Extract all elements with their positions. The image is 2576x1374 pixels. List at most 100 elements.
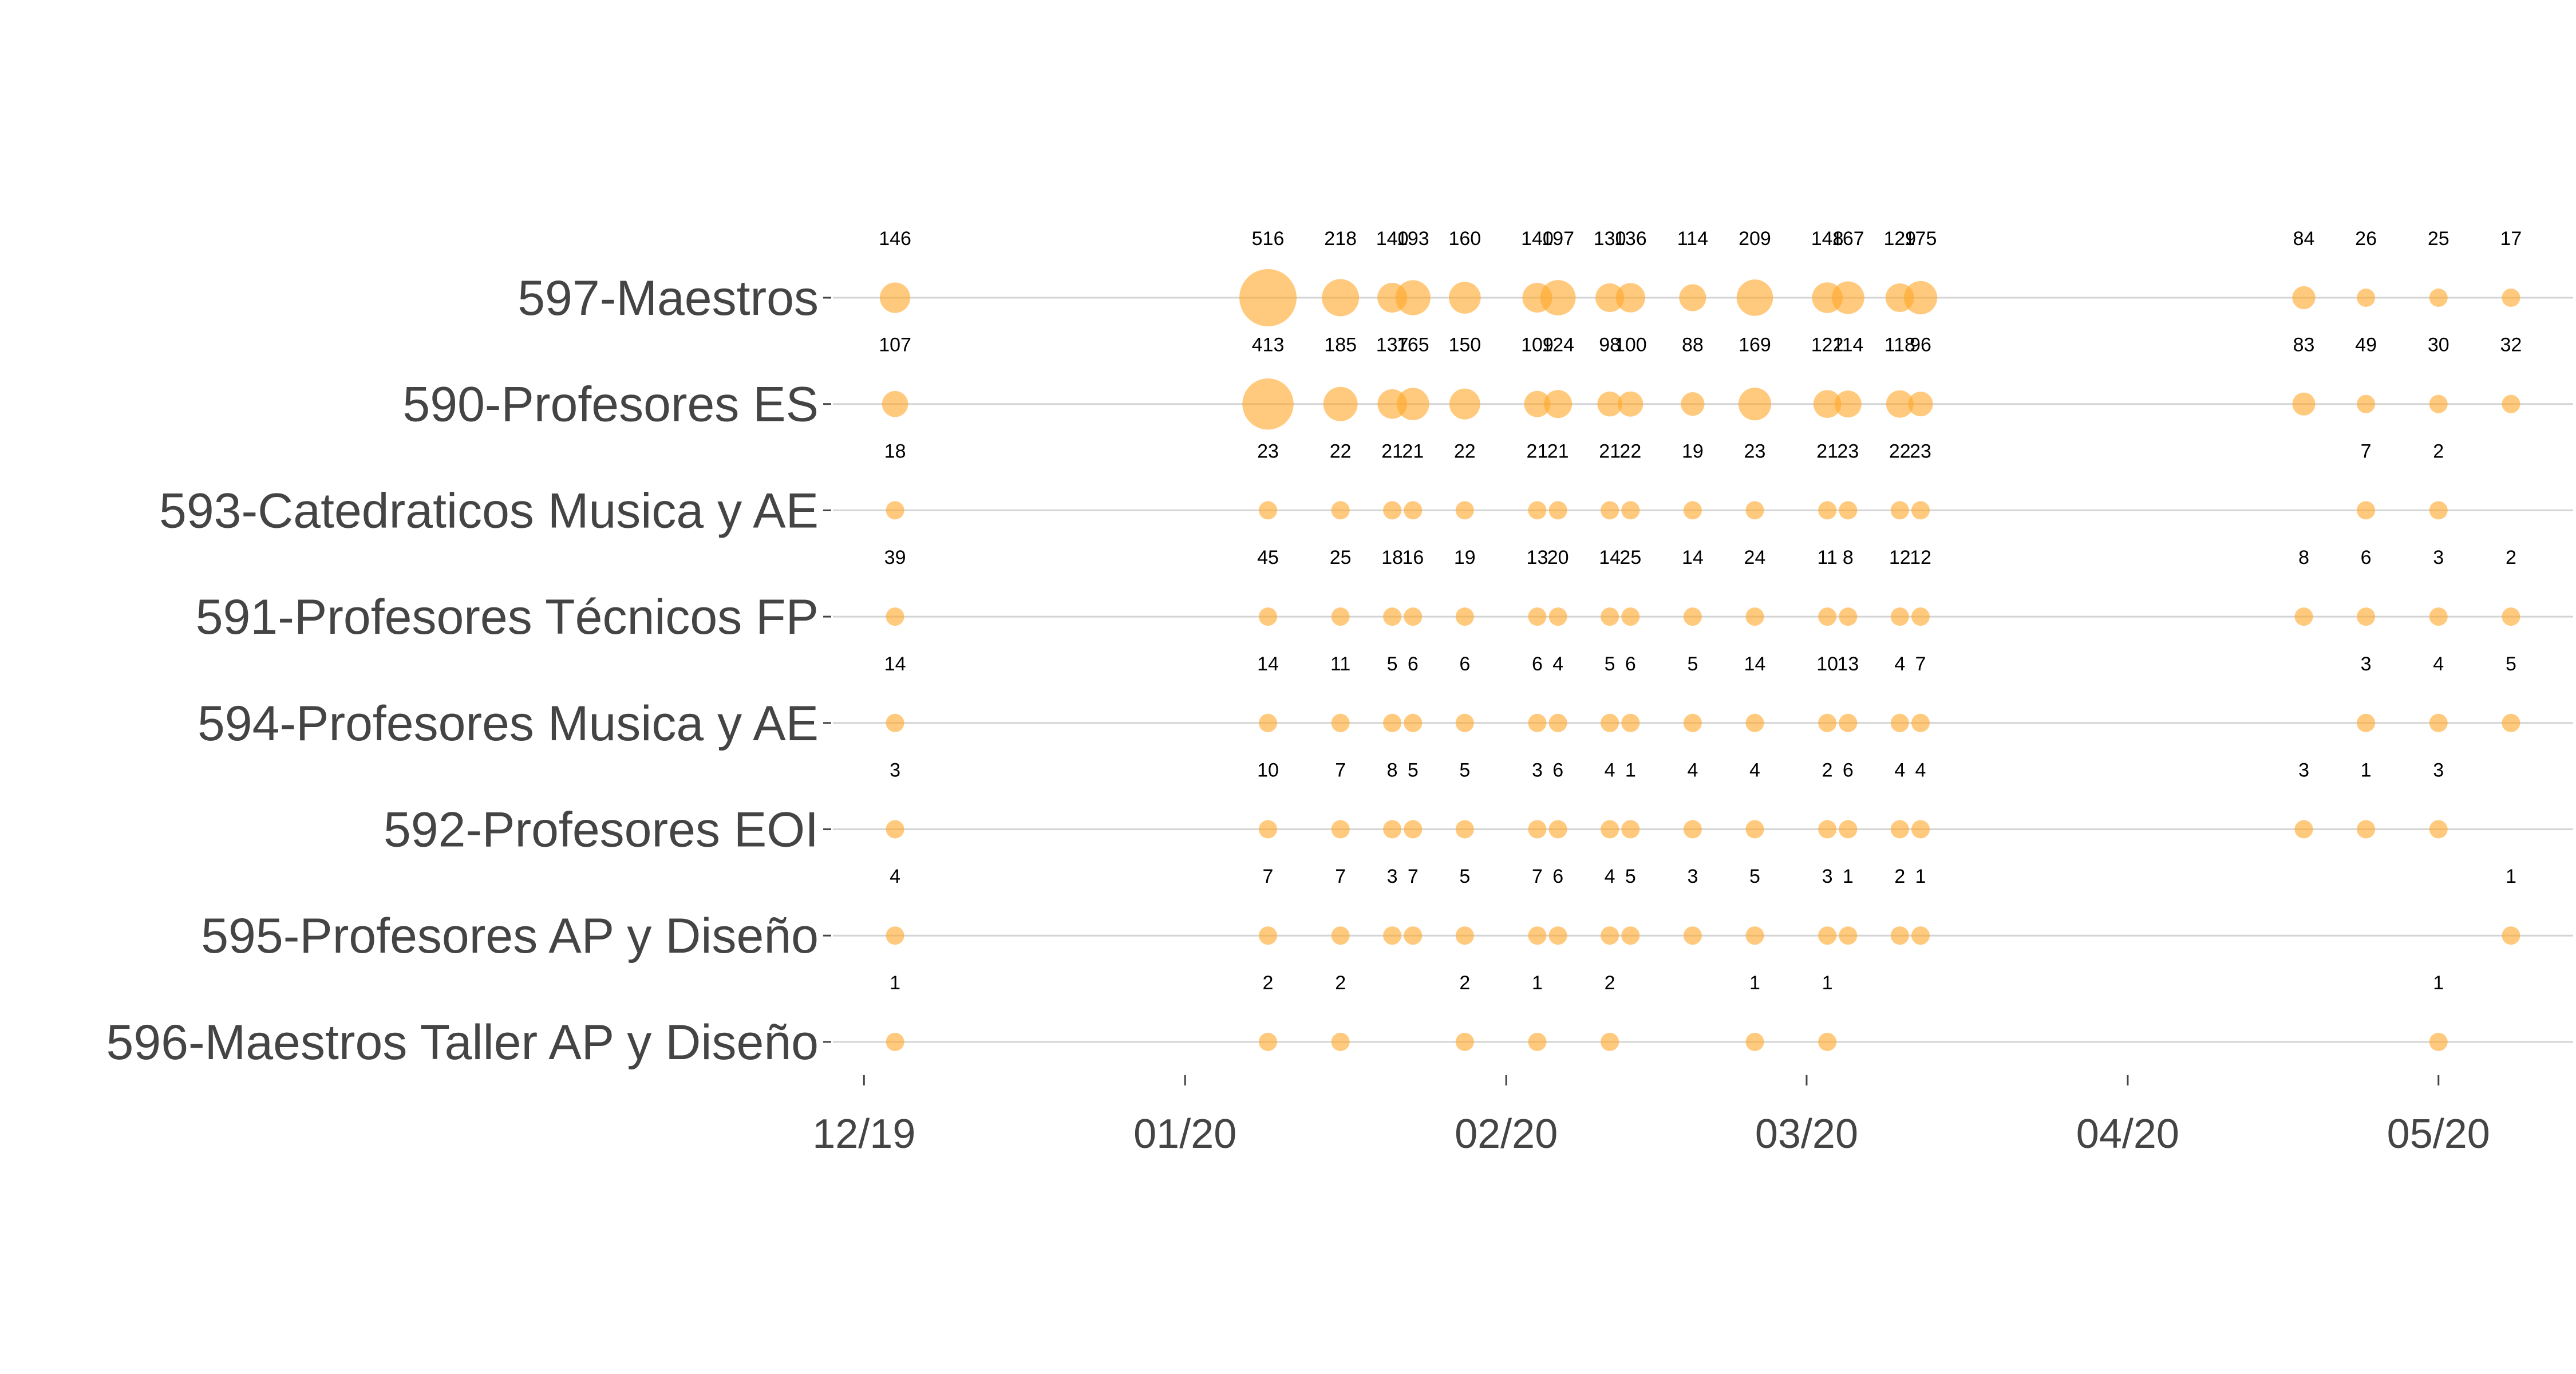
point-591-profesores-tecnicos-fp-2019-12-04 (886, 607, 904, 626)
data-label-592-profesores-eoi-2019-12-04: 3 (890, 760, 900, 781)
point-592-profesores-eoi-2020-04-24 (2357, 820, 2376, 839)
data-label-592-profesores-eoi-2020-04-18: 3 (2298, 760, 2309, 781)
data-label-594-profesores-musica-y-ae-2020-05-01: 4 (2433, 653, 2444, 675)
data-label-597-maestros-2020-02-13: 136 (1614, 228, 1647, 250)
point-591-profesores-tecnicos-fp-2020-04-24 (2357, 607, 2376, 626)
data-label-596-maestros-taller-ap-y-diseno-2020-05-01: 1 (2433, 972, 2444, 994)
point-593-catedraticos-musica-y-ae-2020-02-13 (1621, 501, 1640, 520)
point-592-profesores-eoi-2020-03-05 (1839, 820, 1858, 839)
x-tick-label-12-19: 12/19 (812, 1111, 915, 1157)
point-593-catedraticos-musica-y-ae-2020-02-25 (1745, 501, 1764, 520)
data-label-591-profesores-tecnicos-fp-2020-01-09: 45 (1257, 547, 1279, 568)
point-595-profesores-ap-y-diseno-2020-01-21 (1383, 926, 1402, 945)
point-595-profesores-ap-y-diseno-2020-03-05 (1839, 926, 1858, 945)
data-label-596-maestros-taller-ap-y-diseno-2019-12-04: 1 (890, 972, 900, 994)
x-tick-label-03-20: 03/20 (1755, 1111, 1858, 1157)
point-592-profesores-eoi-2020-02-13 (1621, 820, 1640, 839)
data-label-594-profesores-musica-y-ae-2020-05-08: 5 (2506, 653, 2516, 675)
point-591-profesores-tecnicos-fp-2020-03-12 (1911, 607, 1930, 626)
data-label-592-profesores-eoi-2020-03-10: 4 (1894, 760, 1905, 781)
x-tick-label-02-20: 02/20 (1455, 1111, 1558, 1157)
point-596-maestros-taller-ap-y-diseno-2019-12-04 (886, 1032, 904, 1051)
y-label-595-profesores-ap-y-diseno: 595-Profesores AP y Diseño (201, 909, 819, 964)
data-label-590-profesores-es-2020-01-28: 150 (1448, 334, 1481, 356)
data-label-590-profesores-es-2020-02-25: 169 (1739, 334, 1771, 356)
point-591-profesores-tecnicos-fp-2020-03-10 (1890, 607, 1909, 626)
data-label-597-maestros-2020-01-23: 193 (1397, 228, 1429, 250)
data-label-594-profesores-musica-y-ae-2020-03-03: 10 (1816, 653, 1838, 675)
data-label-592-profesores-eoi-2020-03-03: 2 (1822, 760, 1833, 781)
data-label-591-profesores-tecnicos-fp-2020-03-10: 12 (1889, 547, 1911, 568)
point-597-maestros-2019-12-04 (879, 282, 911, 313)
data-label-590-profesores-es-2020-02-04: 109 (1521, 334, 1554, 356)
x-tick-label-01-20: 01/20 (1133, 1111, 1236, 1157)
point-590-profesores-es-2020-01-23 (1397, 388, 1429, 420)
data-label-592-profesores-eoi-2020-05-01: 3 (2433, 760, 2444, 781)
point-590-profesores-es-2019-12-04 (882, 390, 908, 417)
data-label-591-profesores-tecnicos-fp-2020-05-01: 3 (2433, 547, 2444, 568)
data-label-594-profesores-musica-y-ae-2020-01-23: 6 (1408, 653, 1419, 675)
data-label-590-profesores-es-2020-04-18: 83 (2293, 334, 2315, 356)
point-594-profesores-musica-y-ae-2020-01-28 (1455, 713, 1474, 732)
data-label-593-catedraticos-musica-y-ae-2020-02-04: 21 (1527, 440, 1548, 462)
point-590-profesores-es-2020-04-24 (2357, 394, 2376, 413)
data-label-597-maestros-2020-02-11: 130 (1594, 228, 1626, 250)
data-label-593-catedraticos-musica-y-ae-2020-03-03: 21 (1816, 440, 1838, 462)
data-label-590-profesores-es-2020-04-24: 49 (2355, 334, 2377, 356)
data-label-597-maestros-2020-03-10: 129 (1883, 228, 1916, 250)
data-label-594-profesores-musica-y-ae-2020-01-28: 6 (1459, 653, 1470, 675)
point-590-profesores-es-2020-01-28 (1449, 388, 1480, 420)
data-label-590-profesores-es-2020-02-11: 98 (1599, 334, 1621, 356)
data-label-597-maestros-2020-04-18: 84 (2293, 228, 2315, 250)
point-590-profesores-es-2020-03-05 (1834, 390, 1862, 418)
data-label-594-profesores-musica-y-ae-2020-01-16: 11 (1330, 653, 1350, 675)
point-594-profesores-musica-y-ae-2020-02-13 (1621, 713, 1640, 732)
data-label-590-profesores-es-2019-12-04: 107 (879, 334, 911, 356)
data-label-592-profesores-eoi-2020-01-09: 10 (1257, 760, 1279, 781)
point-593-catedraticos-musica-y-ae-2020-03-12 (1911, 501, 1930, 520)
data-label-595-profesores-ap-y-diseno-2020-02-11: 4 (1605, 866, 1615, 887)
data-label-597-maestros-2020-05-08: 17 (2500, 228, 2522, 250)
point-592-profesores-eoi-2020-05-01 (2429, 820, 2448, 839)
data-label-597-maestros-2020-01-16: 218 (1324, 228, 1357, 250)
y-label-593-catedraticos-musica-y-ae: 593-Catedraticos Musica y AE (159, 483, 819, 538)
data-label-592-profesores-eoi-2020-02-19: 4 (1687, 760, 1698, 781)
point-592-profesores-eoi-2020-02-19 (1683, 820, 1702, 839)
data-label-590-profesores-es-2020-02-06: 124 (1542, 334, 1574, 356)
point-594-profesores-musica-y-ae-2020-02-06 (1548, 713, 1567, 732)
data-label-593-catedraticos-musica-y-ae-2020-01-09: 23 (1257, 440, 1279, 462)
data-label-596-maestros-taller-ap-y-diseno-2020-02-04: 1 (1532, 972, 1543, 994)
point-595-profesores-ap-y-diseno-2019-12-04 (886, 926, 904, 945)
point-590-profesores-es-2020-01-16 (1323, 386, 1358, 421)
data-label-592-profesores-eoi-2020-03-12: 4 (1915, 760, 1926, 781)
point-590-profesores-es-2020-02-11 (1597, 391, 1622, 417)
point-593-catedraticos-musica-y-ae-2020-02-06 (1548, 501, 1567, 520)
point-592-profesores-eoi-2020-01-28 (1455, 820, 1474, 839)
point-593-catedraticos-musica-y-ae-2020-01-16 (1331, 501, 1350, 520)
point-595-profesores-ap-y-diseno-2020-02-04 (1528, 926, 1547, 945)
data-label-591-profesores-tecnicos-fp-2020-01-23: 16 (1402, 547, 1424, 568)
data-label-592-profesores-eoi-2020-01-21: 8 (1387, 760, 1398, 781)
point-592-profesores-eoi-2020-01-09 (1259, 820, 1277, 839)
point-593-catedraticos-musica-y-ae-2020-01-28 (1455, 501, 1474, 520)
point-591-profesores-tecnicos-fp-2020-02-13 (1621, 607, 1640, 626)
point-594-profesores-musica-y-ae-2020-05-01 (2429, 713, 2448, 732)
data-label-593-catedraticos-musica-y-ae-2019-12-04: 18 (884, 440, 906, 462)
point-592-profesores-eoi-2020-02-06 (1548, 820, 1567, 839)
data-label-593-catedraticos-musica-y-ae-2020-04-24: 7 (2361, 440, 2372, 462)
point-593-catedraticos-musica-y-ae-2020-05-01 (2429, 501, 2448, 520)
point-596-maestros-taller-ap-y-diseno-2020-02-04 (1528, 1032, 1547, 1051)
data-label-591-profesores-tecnicos-fp-2020-02-11: 14 (1599, 547, 1621, 568)
data-label-596-maestros-taller-ap-y-diseno-2020-01-09: 2 (1263, 972, 1274, 994)
point-590-profesores-es-2020-03-12 (1908, 392, 1933, 417)
data-label-596-maestros-taller-ap-y-diseno-2020-03-03: 1 (1822, 972, 1833, 994)
point-590-profesores-es-2020-05-01 (2429, 394, 2448, 413)
point-591-profesores-tecnicos-fp-2020-04-18 (2294, 607, 2313, 626)
data-label-592-profesores-eoi-2020-01-16: 7 (1335, 760, 1346, 781)
data-label-594-profesores-musica-y-ae-2020-03-05: 13 (1837, 653, 1859, 675)
data-label-593-catedraticos-musica-y-ae-2020-02-13: 22 (1619, 440, 1641, 462)
point-597-maestros-2020-01-23 (1395, 280, 1431, 315)
point-597-maestros-2020-01-09 (1239, 269, 1297, 326)
point-597-maestros-2020-04-24 (2357, 289, 2376, 307)
